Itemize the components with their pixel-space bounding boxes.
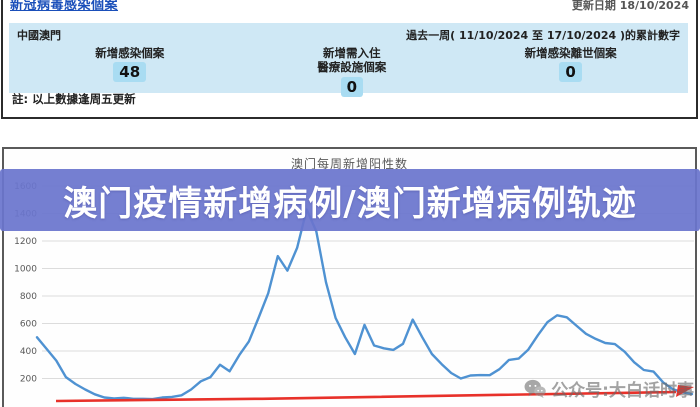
- weekly-stats-box: 中國澳門 過去一周( 11/10/2024 至 17/10/2024 )的累計數…: [9, 23, 688, 97]
- covid-cases-link[interactable]: 新冠病毒感染個案: [10, 0, 119, 13]
- stat-label: 新增感染離世個案: [524, 46, 617, 60]
- chart-title: 澳门每周新增阳性数: [290, 157, 408, 171]
- watermark-text: 公众号:大白话时事: [551, 381, 694, 401]
- headline-banner-text: 澳门疫情新增病例/澳门新增病例轨迹: [63, 183, 637, 224]
- headline-banner: 澳门疫情新增病例/澳门新增病例轨迹: [0, 169, 700, 231]
- stat-value-badge: 0: [340, 76, 364, 97]
- stat-new-deaths: 新增感染離世個案 0: [461, 46, 680, 97]
- stats-header-row: 新冠病毒感染個案 更新日期 18/10/2024: [10, 0, 689, 13]
- y-tick-label: 1200: [14, 237, 37, 247]
- y-tick-label: 400: [20, 347, 37, 357]
- stat-new-infections: 新增感染個案 48: [17, 46, 242, 97]
- stat-new-hospitalizations: 新增需入住 醫療設施個案 0: [242, 46, 461, 97]
- update-note: 註: 以上數據逢周五更新: [12, 92, 136, 106]
- red-arrowhead: [676, 385, 694, 397]
- stat-value-badge: 0: [559, 62, 582, 83]
- wechat-icon: [524, 379, 546, 398]
- y-tick-label: 1000: [14, 265, 37, 275]
- stat-label-line2: 醫療設施個案: [317, 60, 387, 75]
- watermark: 公众号:大白话时事: [524, 376, 694, 401]
- positives-line-series: [35, 208, 694, 401]
- period-label: 過去一周( 11/10/2024 至 17/10/2024 )的累計數字: [406, 29, 680, 42]
- update-date-label: 更新日期 18/10/2024: [571, 0, 689, 12]
- y-tick-label: 600: [20, 320, 37, 330]
- covid-stats-panel: 新冠病毒感染個案 更新日期 18/10/2024 中國澳門 過去一周( 11/1…: [1, 0, 698, 119]
- y-tick-label: 200: [20, 375, 37, 385]
- stat-label: 新增感染個案: [95, 46, 165, 60]
- stat-value-badge: 48: [113, 62, 147, 83]
- region-label: 中國澳門: [17, 29, 61, 42]
- y-tick-label: 800: [20, 292, 37, 302]
- stat-label: 新增需入住: [323, 46, 381, 60]
